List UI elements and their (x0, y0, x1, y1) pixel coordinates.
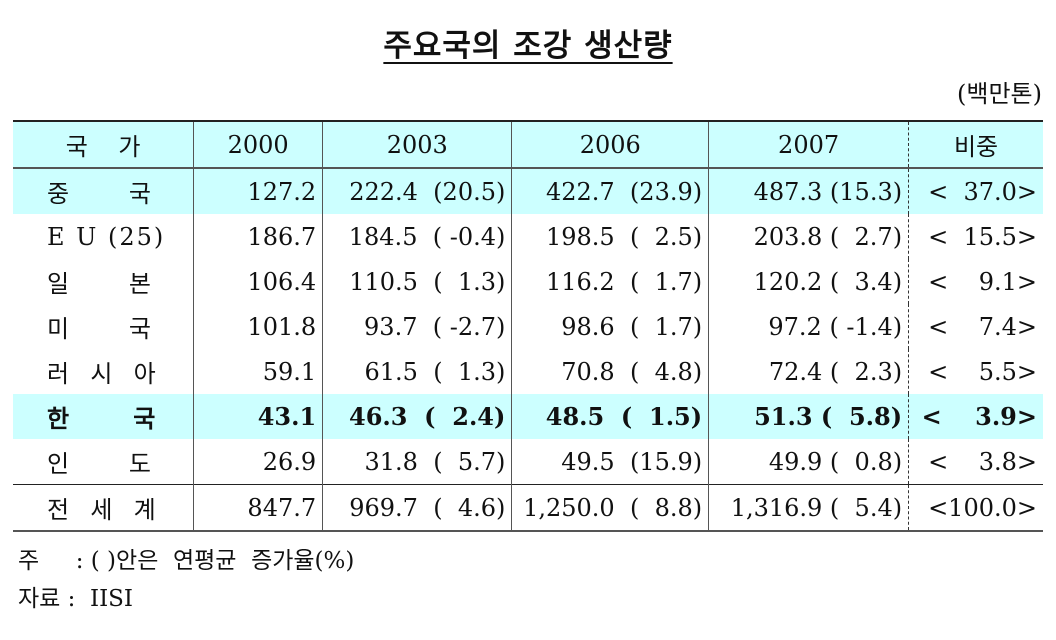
value-2006: 48.5 ( 1.5) (511, 394, 710, 439)
share-cell: < 5.5> (928, 357, 1037, 386)
share-cell: < 15.5> (928, 222, 1037, 251)
country-cell: 전 세 계 (13, 484, 195, 531)
note-text: 주 : ( )안은 연평균 증가율(%) (18, 548, 355, 574)
country-cell: 중 국 (13, 168, 195, 214)
value-2000: 106.4 (193, 259, 324, 304)
header-2003: 2003 (322, 121, 513, 168)
table-row-china: 중 국 127.2 222.4 (20.5) 422.7 (23.9) 487.… (13, 168, 1043, 214)
value-2007: 203.8 ( 2.7) (708, 214, 910, 259)
value-2003: 969.7 ( 4.6) (322, 484, 513, 531)
value-2003: 93.7 ( -2.7) (322, 304, 513, 349)
share-cell: < 3.8> (928, 447, 1037, 476)
header-2000: 2000 (193, 121, 324, 168)
table-row-japan: 일 본 106.4 110.5 ( 1.3) 116.2 ( 1.7) 120.… (13, 259, 1043, 304)
table-row-russia: 러 시 아 59.1 61.5 ( 1.3) 70.8 ( 4.8) 72.4 … (13, 349, 1043, 394)
header-country: 국 가 (13, 121, 195, 168)
value-2003: 61.5 ( 1.3) (322, 349, 513, 394)
value-2000: 43.1 (193, 394, 324, 439)
share-cell: <100.0> (928, 493, 1037, 522)
value-2003: 46.3 ( 2.4) (322, 394, 513, 439)
value-2007: 72.4 ( 2.3) (708, 349, 910, 394)
share-cell: < 3.9> (921, 402, 1037, 431)
value-2007: 487.3 (15.3) (708, 168, 910, 214)
country-cell: 러 시 아 (13, 349, 195, 394)
value-2000: 59.1 (193, 349, 324, 394)
unit-label: (백만톤) (957, 80, 1042, 108)
value-2006: 98.6 ( 1.7) (511, 304, 710, 349)
footnotes: 주 : ( )안은 연평균 증가율(%) 자료 : IISI (18, 542, 354, 618)
country-cell: E U (25) (13, 214, 195, 259)
value-2006: 70.8 ( 4.8) (511, 349, 710, 394)
table-row-korea: 한 국 43.1 46.3 ( 2.4) 48.5 ( 1.5) 51.3 ( … (13, 394, 1043, 439)
header-share: 비중 (953, 133, 999, 161)
table-row-india: 인 도 26.9 31.8 ( 5.7) 49.5 (15.9) 49.9 ( … (13, 439, 1043, 485)
value-2000: 127.2 (193, 168, 324, 214)
steel-production-table: 국 가 2000 2003 2006 2007 비중 중 국 127.2 222… (13, 120, 1043, 532)
value-2006: 198.5 ( 2.5) (511, 214, 710, 259)
source-text: 자료 : IISI (18, 586, 134, 612)
country-cell: 인 도 (13, 439, 195, 485)
share-cell: < 37.0> (928, 177, 1037, 206)
value-2007: 97.2 ( -1.4) (708, 304, 910, 349)
country-cell: 일 본 (13, 259, 195, 304)
value-2000: 26.9 (193, 439, 324, 485)
value-2007: 49.9 ( 0.8) (708, 439, 910, 485)
value-2007: 51.3 ( 5.8) (708, 394, 910, 439)
country-cell: 한 국 (13, 394, 195, 439)
value-2000: 186.7 (193, 214, 324, 259)
share-cell: < 7.4> (928, 312, 1037, 341)
header-2007: 2007 (708, 121, 910, 168)
value-2000: 847.7 (193, 484, 324, 531)
value-2000: 101.8 (193, 304, 324, 349)
country-cell: 미 국 (13, 304, 195, 349)
header-row: 국 가 2000 2003 2006 2007 비중 (13, 121, 1043, 168)
value-2006: 116.2 ( 1.7) (511, 259, 710, 304)
share-cell: < 9.1> (928, 267, 1037, 296)
page-title: 주요국의 조강 생산량 (0, 20, 1056, 65)
value-2003: 110.5 ( 1.3) (322, 259, 513, 304)
value-2006: 1,250.0 ( 8.8) (511, 484, 710, 531)
value-2003: 31.8 ( 5.7) (322, 439, 513, 485)
header-2006: 2006 (511, 121, 710, 168)
table-row-usa: 미 국 101.8 93.7 ( -2.7) 98.6 ( 1.7) 97.2 … (13, 304, 1043, 349)
value-2007: 120.2 ( 3.4) (708, 259, 910, 304)
table-row-world-total: 전 세 계 847.7 969.7 ( 4.6) 1,250.0 ( 8.8) … (13, 484, 1043, 531)
value-2007: 1,316.9 ( 5.4) (708, 484, 910, 531)
value-2006: 422.7 (23.9) (511, 168, 710, 214)
title-text: 주요국의 조강 생산량 (383, 28, 673, 64)
value-2003: 184.5 ( -0.4) (322, 214, 513, 259)
value-2006: 49.5 (15.9) (511, 439, 710, 485)
table-row-eu: E U (25) 186.7 184.5 ( -0.4) 198.5 ( 2.5… (13, 214, 1043, 259)
value-2003: 222.4 (20.5) (322, 168, 513, 214)
